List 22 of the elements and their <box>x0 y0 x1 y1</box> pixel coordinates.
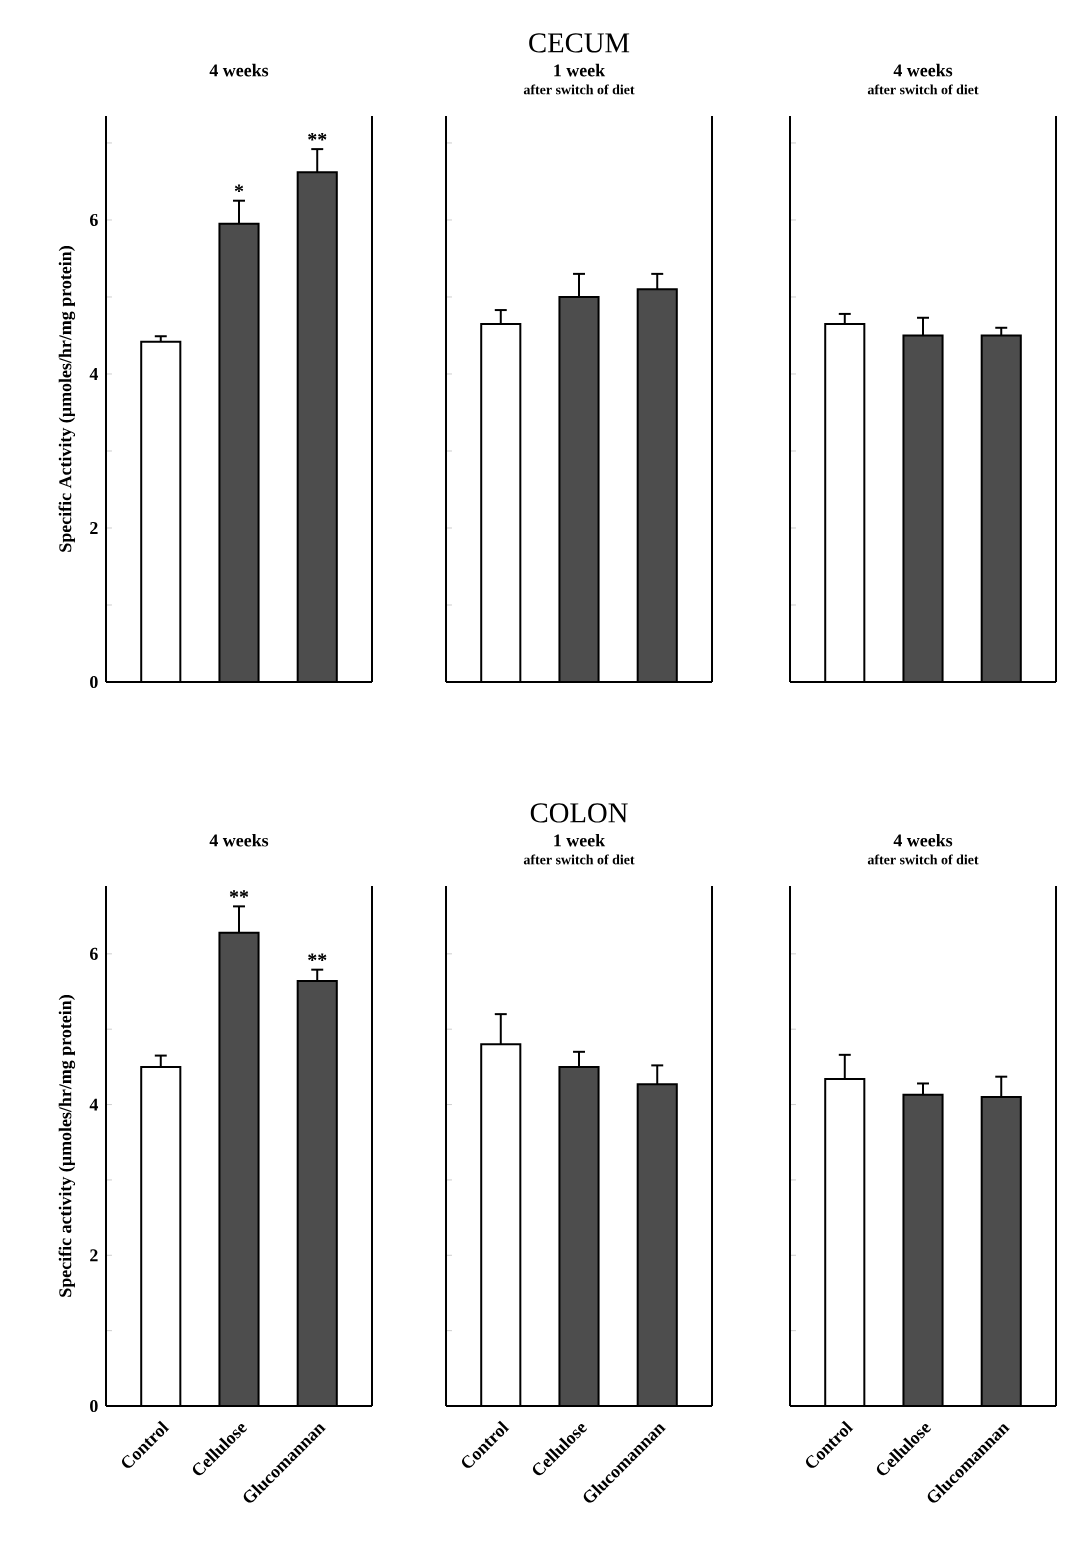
y-tick-label: 2 <box>90 1249 98 1262</box>
chart-title: 4 weeks <box>209 63 269 77</box>
chart-title: 4 weeks <box>893 833 953 847</box>
y-axis-title: Specific Activity (µmoles/hr/mg protein) <box>58 246 76 552</box>
y-tick-label: 0 <box>90 675 98 689</box>
chart-title: 1 week <box>554 63 606 77</box>
y-tick-label: 6 <box>90 947 98 960</box>
annotation: * <box>234 184 244 193</box>
y-tick-label: 4 <box>89 368 99 380</box>
annotation: ** <box>308 132 327 141</box>
y-tick-label: 4 <box>89 1098 99 1111</box>
y-axis-title: Specific activity (µmoles/hr/mg protein) <box>58 995 76 1297</box>
annotation: ** <box>229 890 249 898</box>
y-tick-label: 2 <box>90 522 98 534</box>
y-tick-label: 0 <box>90 1399 98 1413</box>
text: CECUM <box>529 33 630 53</box>
chart-title: 4 weeks <box>893 63 953 77</box>
chart-title: 1 week <box>554 833 606 847</box>
text: COLON <box>530 803 628 823</box>
y-tick-label: 6 <box>90 213 98 226</box>
chart-title: 4 weeks <box>209 833 269 847</box>
annotation: ** <box>308 953 327 962</box>
